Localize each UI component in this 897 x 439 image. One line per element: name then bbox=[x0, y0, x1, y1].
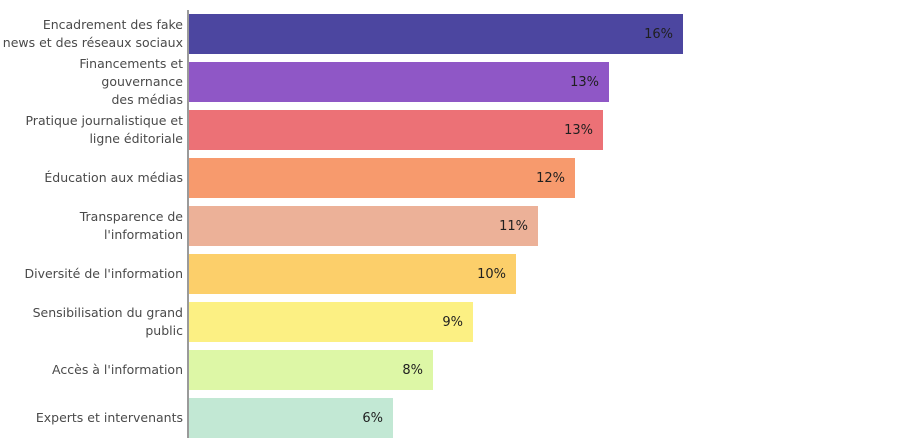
bar[interactable]: 13% bbox=[189, 110, 603, 150]
bar[interactable]: 11% bbox=[189, 206, 538, 246]
bar-value-label: 6% bbox=[362, 410, 383, 426]
category-label: Accès à l'information bbox=[52, 362, 183, 377]
category-label: Pratique journalistique et ligne éditori… bbox=[25, 113, 183, 146]
category-label: Diversité de l'information bbox=[24, 266, 183, 281]
bar[interactable]: 6% bbox=[189, 398, 393, 438]
bar[interactable]: 10% bbox=[189, 254, 516, 294]
category-label: Sensibilisation du grand public bbox=[32, 305, 183, 338]
category-label: Encadrement des fake news et des réseaux… bbox=[2, 17, 183, 50]
bar-value-label: 11% bbox=[499, 218, 528, 234]
category-label: Experts et intervenants bbox=[35, 410, 183, 425]
bar[interactable]: 8% bbox=[189, 350, 433, 390]
bar[interactable]: 13% bbox=[189, 62, 609, 102]
bar-value-label: 9% bbox=[442, 314, 463, 330]
category-label: Financements et gouvernance des médias bbox=[79, 56, 183, 107]
bar[interactable]: 16% bbox=[189, 14, 683, 54]
category-label: Transparence de l'information bbox=[79, 209, 183, 242]
category-label: Éducation aux médias bbox=[44, 170, 183, 185]
bar-value-label: 13% bbox=[570, 74, 599, 90]
bar-value-label: 16% bbox=[644, 26, 673, 42]
bar-value-label: 10% bbox=[477, 266, 506, 282]
y-axis-line bbox=[187, 10, 189, 438]
bar[interactable]: 9% bbox=[189, 302, 473, 342]
bar[interactable]: 12% bbox=[189, 158, 575, 198]
bar-value-label: 12% bbox=[536, 170, 565, 186]
bar-value-label: 8% bbox=[402, 362, 423, 378]
bar-value-label: 13% bbox=[564, 122, 593, 138]
